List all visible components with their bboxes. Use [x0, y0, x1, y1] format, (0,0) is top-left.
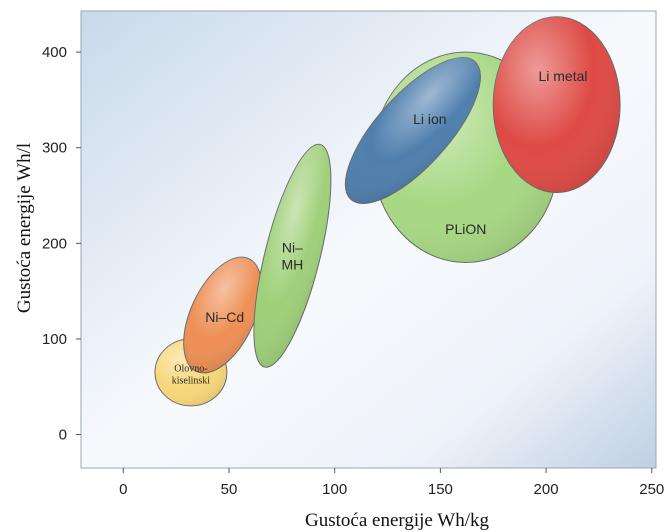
y-tick-label: 100 — [42, 331, 67, 348]
y-axis-title: Gustoća energije Wh/l — [14, 143, 35, 313]
y-tick-label: 0 — [59, 427, 67, 444]
region-label-ni-mh: Ni– MH — [282, 239, 304, 272]
region-label-line: Li metal — [538, 68, 587, 84]
x-tick-label: 200 — [534, 481, 559, 498]
region-shading — [493, 17, 620, 193]
region-label-plion: PLiON — [445, 221, 486, 237]
region-label-olovno-kiselinski: Olovno-kiselinski — [172, 363, 211, 386]
x-axis-ticks: 0 50 100 150 200 250 — [119, 468, 664, 498]
x-tick-label: 50 — [221, 481, 238, 498]
region-label-line: Ni–Cd — [205, 309, 244, 325]
region-label-li-metal: Li metal — [538, 68, 587, 84]
region-label-line: Ni– — [282, 239, 303, 255]
region-label-li-ion: Li ion — [413, 111, 446, 127]
x-tick-label: 0 — [119, 481, 127, 498]
x-tick-label: 150 — [428, 481, 453, 498]
region-label-line: Olovno- — [174, 363, 207, 374]
region-label-line: kiselinski — [172, 375, 211, 386]
x-tick-label: 250 — [639, 481, 664, 498]
region-label-line: Li ion — [413, 111, 446, 127]
y-tick-label: 300 — [42, 140, 67, 157]
region-label-line: PLiON — [445, 221, 486, 237]
region-label-line: MH — [282, 256, 304, 272]
y-tick-label: 200 — [42, 235, 67, 252]
y-tick-label: 400 — [42, 44, 67, 61]
y-axis-ticks: 0 100 200 300 400 — [42, 44, 81, 443]
x-axis-title: Gustoća energije Wh/kg — [305, 510, 489, 531]
x-tick-label: 100 — [322, 481, 347, 498]
region-li-metal — [493, 17, 620, 193]
region-label-ni-cd: Ni–Cd — [205, 309, 244, 325]
